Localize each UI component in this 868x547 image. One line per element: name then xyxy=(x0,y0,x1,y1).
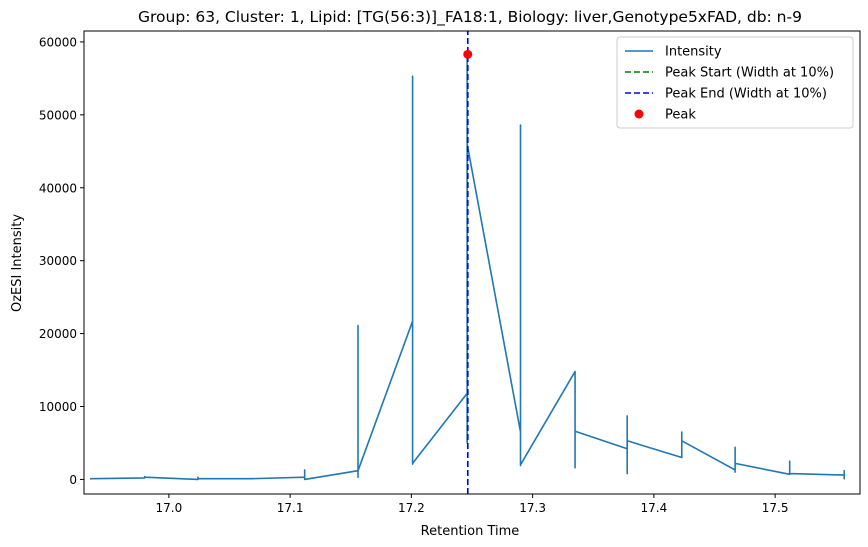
x-tick-label: 17.4 xyxy=(641,501,668,515)
y-axis: 0 10000 20000 30000 40000 50000 60000 xyxy=(39,35,84,487)
x-axis: 17.0 17.1 17.2 17.3 17.4 17.5 xyxy=(156,494,789,515)
y-tick-label: 20000 xyxy=(39,327,77,341)
peak-marker xyxy=(463,49,473,59)
legend-label-intensity: Intensity xyxy=(665,45,722,60)
x-tick-label: 17.1 xyxy=(277,501,304,515)
y-tick-label: 0 xyxy=(69,473,77,487)
y-tick-label: 10000 xyxy=(39,400,77,414)
legend-label-peak-start: Peak Start (Width at 10%) xyxy=(665,66,834,81)
legend-label-peak: Peak xyxy=(665,108,696,123)
y-axis-label: OzESI Intensity xyxy=(10,214,25,312)
legend-box xyxy=(616,36,854,129)
plot-content xyxy=(90,31,846,494)
legend-label-peak-end: Peak End (Width at 10%) xyxy=(665,87,827,102)
y-tick-label: 30000 xyxy=(39,254,77,268)
x-tick-label: 17.2 xyxy=(398,501,425,515)
y-tick-label: 50000 xyxy=(39,108,77,122)
plot-frame xyxy=(83,30,861,495)
chart-title: Group: 63, Cluster: 1, Lipid: [TG(56:3)]… xyxy=(138,8,802,27)
x-tick-label: 17.5 xyxy=(762,501,789,515)
x-tick-label: 17.0 xyxy=(156,501,183,515)
legend-swatch-peak xyxy=(634,109,644,119)
legend: Intensity Peak Start (Width at 10%) Peak… xyxy=(616,36,854,129)
intensity-line xyxy=(90,53,846,481)
y-tick-label: 60000 xyxy=(39,35,77,49)
x-axis-label: Retention Time xyxy=(421,524,520,539)
y-tick-label: 40000 xyxy=(39,181,77,195)
x-tick-label: 17.3 xyxy=(519,501,546,515)
